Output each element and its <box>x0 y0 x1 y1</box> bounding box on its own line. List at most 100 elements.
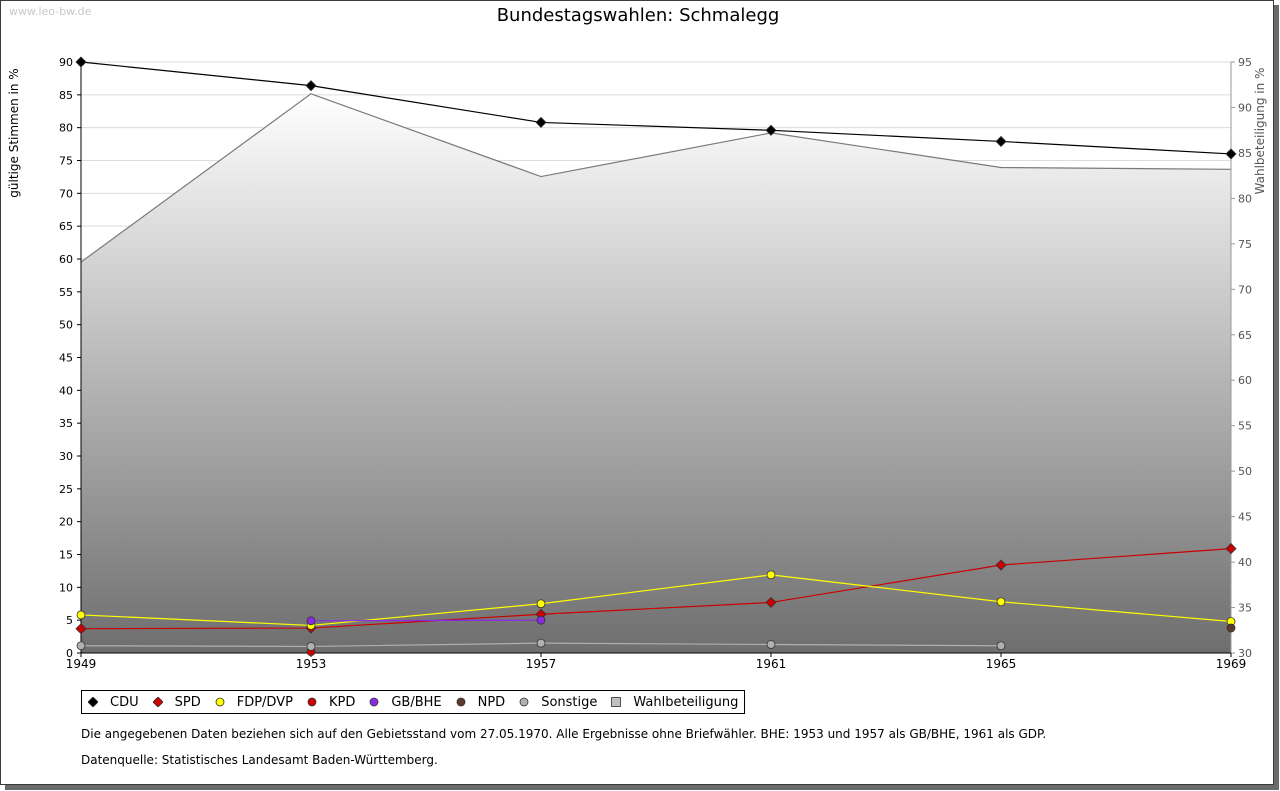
legend-label-kpd: KPD <box>328 694 356 710</box>
point-gb-bhe-1953 <box>306 616 316 626</box>
y-tick-label-85: 85 <box>59 89 73 102</box>
point-spd-1949 <box>75 623 87 635</box>
y2-tick-label-75: 75 <box>1238 238 1252 251</box>
y-tick-label-55: 55 <box>59 286 73 299</box>
axes: 0 5 10 15 20 25 30 35 40 45 50 55 60 65 70 75 80 85 90 30 35… <box>59 56 1252 671</box>
watermark: www.leo-bw.de <box>9 5 92 18</box>
legend-marker-gb-bhe <box>369 697 379 707</box>
point-spd-1969 <box>1225 543 1237 555</box>
y2-tick-label-45: 45 <box>1238 511 1252 524</box>
series-line-gb-bhe <box>310 619 542 622</box>
source-note: Datenquelle: Statistisches Landesamt Bad… <box>81 753 438 767</box>
series-line-spd <box>80 547 1232 630</box>
turnout-line <box>80 93 1232 263</box>
legend-label-sonstige: Sonstige <box>541 694 598 710</box>
legend-item-kpd: KPD <box>307 695 355 710</box>
point-gb-bhe-1957 <box>536 615 546 625</box>
legend-item-npd: NPD <box>456 694 506 710</box>
y-tick-label-40: 40 <box>59 384 73 397</box>
chart-title: Bundestagswahlen: Schmalegg <box>497 5 780 26</box>
legend-item-spd: SPD <box>152 694 201 710</box>
y-tick-label-80: 80 <box>59 122 73 135</box>
x-tick-label-1965: 1965 <box>986 657 1017 671</box>
y2-tick-label-95: 95 <box>1238 56 1252 69</box>
y-tick-label-30: 30 <box>59 450 73 463</box>
legend-label-npd: NPD <box>477 694 506 710</box>
y-tick-label-75: 75 <box>59 155 73 168</box>
y2-tick-label-30: 30 <box>1238 647 1252 660</box>
y2-axis-label: Wahlbeteiligung in % <box>1253 68 1267 195</box>
legend-item-sonstige: Sonstige <box>519 695 597 710</box>
point-sonstige-1965 <box>996 641 1006 651</box>
point-sonstige-1953 <box>306 642 316 651</box>
legend-label-wahlbeteiligung: Wahlbeteiligung <box>633 694 739 710</box>
y2-tick-label-50: 50 <box>1238 465 1252 478</box>
series-line-fdp-dvp <box>80 574 1232 627</box>
y2-tick-label-60: 60 <box>1238 374 1252 387</box>
y2-tick-label-35: 35 <box>1238 602 1252 615</box>
legend-marker-fdp-dvp <box>215 697 225 707</box>
point-cdu-1957 <box>535 116 547 128</box>
x-tick-label-1961: 1961 <box>756 657 787 671</box>
legend-label-fdp-dvp: FDP/DVP <box>236 694 293 710</box>
y2-tick-label-90: 90 <box>1238 101 1252 114</box>
y-tick-label-65: 65 <box>59 220 73 233</box>
point-cdu-1949 <box>75 56 87 68</box>
turnout-area <box>80 93 1232 654</box>
point-sonstige-1957 <box>536 638 546 648</box>
legend-marker-cdu <box>88 697 98 707</box>
point-fdp-dvp-1949 <box>76 610 86 620</box>
legend-label-cdu: CDU <box>110 694 139 710</box>
legend-marker-spd <box>152 697 163 707</box>
y-tick-label-60: 60 <box>59 253 73 266</box>
y2-tick-label-80: 80 <box>1238 192 1252 205</box>
legend-label-spd: SPD <box>174 694 201 710</box>
x-tick-label-1949: 1949 <box>66 657 97 671</box>
point-cdu-1953 <box>305 80 317 92</box>
x-tick-label-1969: 1969 <box>1216 657 1247 671</box>
y-axis-label: gültige Stimmen in % <box>7 68 21 197</box>
y-tick-label-20: 20 <box>59 516 73 529</box>
legend-item-wahlbeteiligung: Wahlbeteiligung <box>611 695 738 710</box>
point-cdu-1969 <box>1225 148 1237 160</box>
y-tick-label-5: 5 <box>66 614 73 627</box>
y-tick-label-0: 0 <box>66 647 73 660</box>
y-tick-label-25: 25 <box>59 483 73 496</box>
y2-tick-label-70: 70 <box>1238 283 1252 296</box>
legend-marker-wahlbeteiligung <box>611 697 622 707</box>
point-fdp-dvp-1965 <box>996 597 1006 607</box>
point-sonstige-1949 <box>76 641 86 651</box>
point-spd-1965 <box>995 559 1007 571</box>
point-fdp-dvp-1957 <box>536 599 546 609</box>
point-cdu-1965 <box>995 135 1007 148</box>
legend-marker-npd <box>456 697 466 707</box>
y2-tick-label-65: 65 <box>1238 329 1252 342</box>
legend: CDU SPD FDP/DVP KPD GB/BHE NPD Sonstige Wahlbet… <box>81 690 746 714</box>
x-tick-label-1953: 1953 <box>296 657 327 671</box>
legend-item-fdp-dvp: FDP/DVP <box>215 695 293 710</box>
y-tick-label-50: 50 <box>59 319 73 332</box>
y-tick-label-45: 45 <box>59 352 73 365</box>
legend-item-gb-bhe: GB/BHE <box>369 694 442 710</box>
point-fdp-dvp-1961 <box>766 570 776 580</box>
point-npd-1969 <box>1226 623 1236 633</box>
legend-label-gb-bhe: GB/BHE <box>391 694 442 710</box>
legend-marker-kpd <box>307 697 317 707</box>
legend-item-cdu: CDU <box>88 695 139 710</box>
y-tick-label-90: 90 <box>59 56 73 69</box>
point-cdu-1961 <box>765 124 777 136</box>
turnout-area-fill <box>81 93 1231 654</box>
y-tick-label-70: 70 <box>59 187 73 200</box>
y-tick-label-10: 10 <box>59 581 73 594</box>
y2-tick-label-85: 85 <box>1238 147 1252 160</box>
point-sonstige-1961 <box>766 640 776 649</box>
y2-tick-label-40: 40 <box>1238 556 1252 569</box>
footnote: Die angegebenen Daten beziehen sich auf … <box>81 727 1047 741</box>
x-tick-label-1957: 1957 <box>526 657 557 671</box>
series <box>75 56 1237 657</box>
legend-marker-sonstige <box>519 697 529 707</box>
y-tick-label-35: 35 <box>59 417 73 430</box>
series-line-cdu <box>80 61 1232 155</box>
